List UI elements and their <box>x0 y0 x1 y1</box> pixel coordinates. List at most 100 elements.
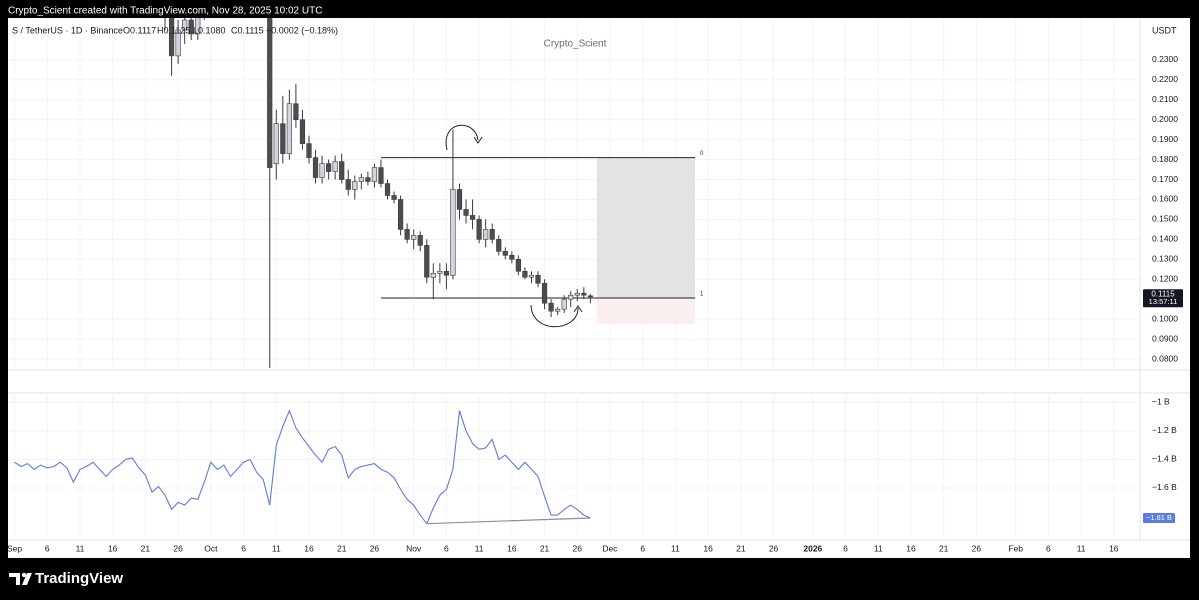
candle-body <box>306 143 312 158</box>
curved-arrow <box>530 304 579 328</box>
candle-body <box>312 157 319 178</box>
x-tick-label: 16 <box>507 543 517 553</box>
y-tick-label: 0.1000 <box>1152 313 1178 323</box>
last-value-label: −1.81 B <box>1146 513 1172 522</box>
candle-body <box>273 123 279 164</box>
x-tick-label: 6 <box>1046 543 1051 553</box>
candle-body <box>339 161 345 180</box>
candle-body <box>496 239 502 252</box>
x-tick-label: 16 <box>304 543 314 553</box>
ohlc-high: H0.1125 <box>157 25 190 35</box>
x-tick-label: 2026 <box>803 543 822 553</box>
y-tick-label: 0.2000 <box>1152 114 1178 124</box>
last-price-label: 0.1115 <box>1151 289 1175 298</box>
x-tick-label: 6 <box>444 543 449 553</box>
y-tick-label: −1.4 B <box>1152 454 1177 464</box>
candle-body <box>437 270 443 274</box>
trend-line <box>426 517 591 525</box>
axes: Sep 6 11 16 21 26 Oct 6 11 16 21 26 Nov 6 11 16 21 26 Dec 6… <box>7 54 1183 553</box>
y-tick-label: 0.2100 <box>1152 94 1178 104</box>
y-tick-label: 0.1500 <box>1152 214 1178 224</box>
candle-body <box>456 189 463 210</box>
candle-body <box>404 229 410 240</box>
y-tick-label: 0.1600 <box>1152 194 1178 204</box>
candle-body <box>574 292 580 296</box>
candle-body <box>411 235 417 240</box>
candle-body <box>358 177 364 182</box>
candle-body <box>345 179 351 190</box>
x-tick-label: 26 <box>769 543 779 553</box>
candle-body <box>555 308 561 312</box>
candle-body <box>365 177 371 182</box>
candle-body <box>195 18 201 35</box>
x-tick-label: 6 <box>45 543 50 553</box>
candle-body <box>568 294 574 300</box>
x-tick-label: 26 <box>972 543 982 553</box>
logo-dot <box>21 572 27 578</box>
candle-body <box>509 255 515 260</box>
candle-body <box>561 298 567 310</box>
footer <box>0 558 1199 600</box>
y-tick-label: −1.2 B <box>1152 425 1177 435</box>
candle-body <box>528 274 535 278</box>
price-pane: 01 <box>164 18 704 368</box>
x-tick-label: 21 <box>141 543 151 553</box>
candle-body <box>352 181 358 190</box>
x-tick-label: 11 <box>475 543 484 553</box>
y-tick-label: 0.1700 <box>1152 174 1178 184</box>
grid <box>8 18 1140 538</box>
candle-body <box>469 215 476 220</box>
x-tick-label: 26 <box>370 543 380 553</box>
symbol: S / TetherUS · 1D · Binance <box>12 25 123 35</box>
candle-body <box>299 119 306 144</box>
level-label: 0 <box>700 151 704 157</box>
indicator-line <box>14 409 591 525</box>
logo-icon <box>9 573 32 585</box>
arrow-head <box>573 305 583 313</box>
indicator-pane <box>14 409 591 525</box>
y-tick-label: 0.1400 <box>1152 234 1178 244</box>
x-tick-label: 11 <box>272 543 281 553</box>
candle-body <box>489 229 495 240</box>
x-tick-label: 11 <box>874 543 883 553</box>
candle-body <box>522 270 528 278</box>
candle-body <box>182 19 188 31</box>
candle-body <box>515 259 521 272</box>
last-price-marker <box>1143 289 1183 308</box>
y-tick-label: 0.0800 <box>1152 353 1178 363</box>
candle-body <box>398 199 404 230</box>
x-tick-label: Nov <box>406 543 422 553</box>
countdown: 13:57:11 <box>1149 297 1178 306</box>
y-tick-label: −1 B <box>1152 396 1170 406</box>
ohlc-close: C0.1115 <box>231 25 264 35</box>
level-label: 1 <box>700 292 704 298</box>
y-tick-label: 0.1200 <box>1152 274 1178 284</box>
candle-body <box>267 18 273 168</box>
y-tick-label: 0.1800 <box>1152 154 1178 164</box>
candle-body <box>502 251 508 256</box>
branding: TradingView <box>35 570 123 587</box>
x-tick-label: 26 <box>573 543 583 553</box>
candle-body <box>450 189 456 276</box>
x-tick-label: 6 <box>640 543 645 553</box>
y-tick-label: 0.2300 <box>1152 54 1178 64</box>
candle-body <box>371 167 378 182</box>
candle-body <box>391 195 397 200</box>
target-zone <box>596 157 696 298</box>
x-tick-label: 6 <box>843 543 848 553</box>
candle-body <box>476 219 482 240</box>
candle-body <box>548 302 554 312</box>
x-tick-label: 16 <box>906 543 916 553</box>
candle-body <box>188 19 194 35</box>
candle-body <box>463 209 469 216</box>
candle-body <box>293 103 299 121</box>
x-tick-label: Oct <box>204 543 218 553</box>
change: −0.0002 (−0.18%) <box>266 25 338 35</box>
y-tick-label: 0.2200 <box>1152 74 1178 84</box>
watermark: Crypto_Scient <box>544 39 607 50</box>
x-tick-label: 21 <box>540 543 550 553</box>
ohlc-open: O0.1117 <box>123 25 156 35</box>
x-tick-label: 16 <box>1109 543 1119 553</box>
candle-body <box>326 163 332 172</box>
